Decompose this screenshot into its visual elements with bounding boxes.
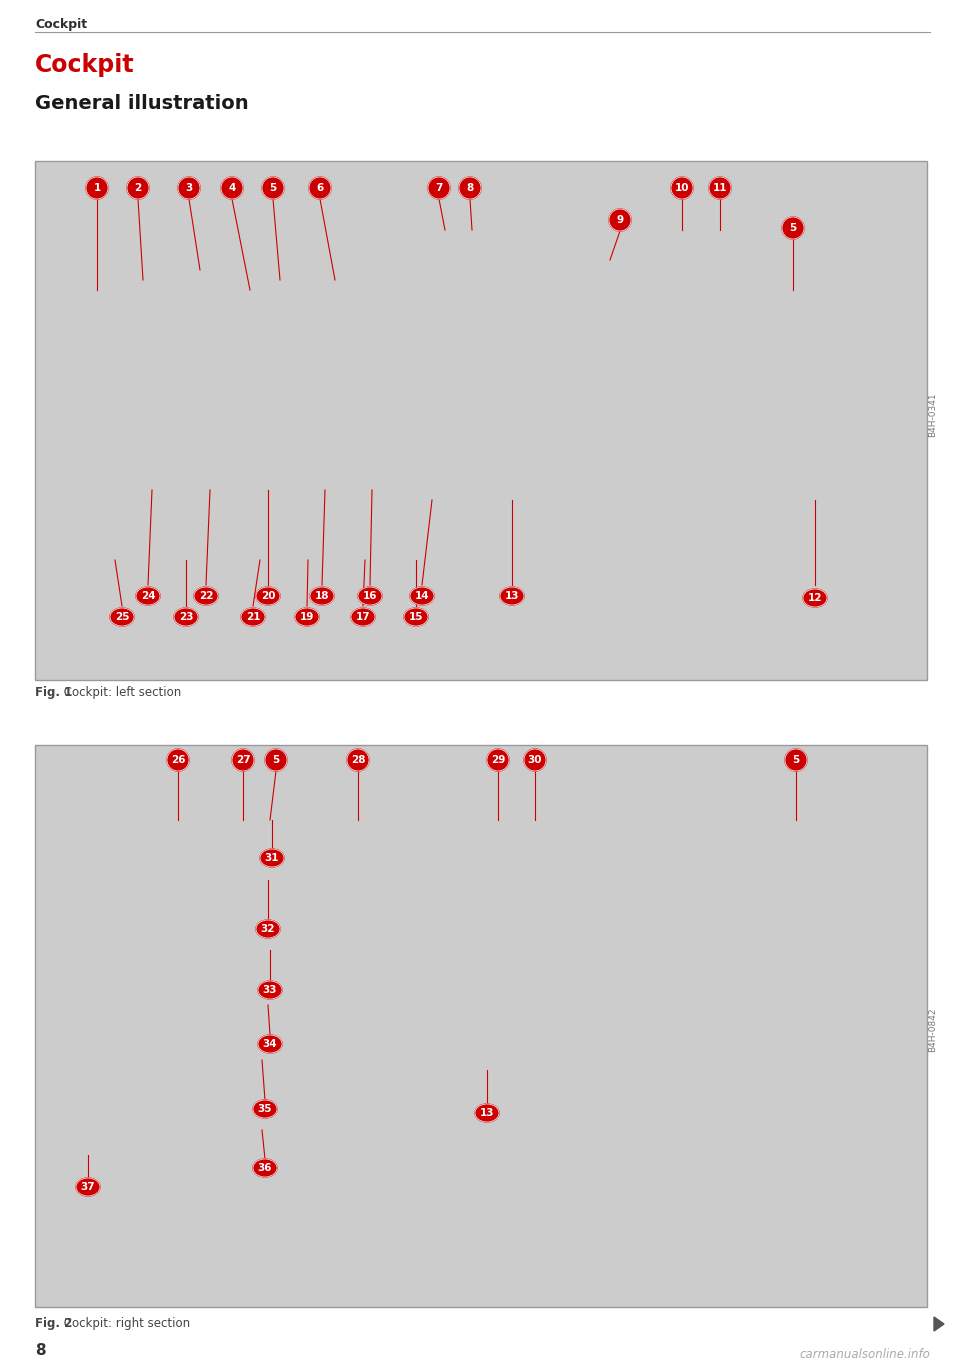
Ellipse shape — [256, 920, 280, 938]
Circle shape — [167, 749, 189, 770]
Text: 29: 29 — [491, 755, 505, 765]
Ellipse shape — [76, 1179, 100, 1196]
Ellipse shape — [194, 587, 218, 606]
Text: 16: 16 — [363, 591, 377, 602]
Circle shape — [459, 177, 481, 199]
Text: 8: 8 — [35, 1343, 46, 1358]
Circle shape — [609, 210, 631, 231]
FancyBboxPatch shape — [35, 744, 927, 1307]
Circle shape — [487, 749, 509, 770]
Text: 24: 24 — [141, 591, 156, 602]
Text: 5: 5 — [792, 755, 800, 765]
Ellipse shape — [295, 608, 319, 626]
Text: 27: 27 — [236, 755, 251, 765]
Text: 5: 5 — [273, 755, 279, 765]
Text: 12: 12 — [807, 593, 823, 603]
Ellipse shape — [500, 587, 524, 606]
Text: 26: 26 — [171, 755, 185, 765]
Text: 10: 10 — [675, 182, 689, 193]
Ellipse shape — [404, 608, 428, 626]
Ellipse shape — [803, 589, 827, 607]
Text: B4H-0842: B4H-0842 — [928, 1007, 938, 1052]
Text: 13: 13 — [480, 1108, 494, 1117]
Text: 37: 37 — [81, 1181, 95, 1192]
Text: 36: 36 — [257, 1164, 273, 1173]
Circle shape — [428, 177, 450, 199]
Text: 34: 34 — [263, 1038, 277, 1049]
Text: carmanualsonline.info: carmanualsonline.info — [799, 1347, 930, 1361]
Text: B4H-0341: B4H-0341 — [928, 393, 938, 437]
Text: 14: 14 — [415, 591, 429, 602]
Text: 19: 19 — [300, 612, 314, 622]
Text: 1: 1 — [93, 182, 101, 193]
Ellipse shape — [260, 849, 284, 867]
Text: 28: 28 — [350, 755, 365, 765]
Text: 7: 7 — [435, 182, 443, 193]
Circle shape — [671, 177, 693, 199]
Text: Cockpit: right section: Cockpit: right section — [60, 1317, 190, 1330]
Text: 11: 11 — [712, 182, 728, 193]
Text: Cockpit: Cockpit — [35, 53, 134, 78]
Circle shape — [262, 177, 284, 199]
Text: Fig. 1: Fig. 1 — [35, 686, 72, 700]
Circle shape — [347, 749, 369, 770]
Text: 22: 22 — [199, 591, 213, 602]
Text: 18: 18 — [315, 591, 329, 602]
Text: 33: 33 — [263, 985, 277, 995]
Text: 3: 3 — [185, 182, 193, 193]
Text: Cockpit: Cockpit — [35, 18, 87, 31]
Circle shape — [86, 177, 108, 199]
Circle shape — [221, 177, 243, 199]
Ellipse shape — [310, 587, 334, 606]
Ellipse shape — [253, 1160, 277, 1177]
Text: 13: 13 — [505, 591, 519, 602]
Text: 25: 25 — [115, 612, 130, 622]
Circle shape — [782, 216, 804, 240]
Circle shape — [785, 749, 807, 770]
Circle shape — [232, 749, 254, 770]
Circle shape — [309, 177, 331, 199]
Circle shape — [709, 177, 731, 199]
Circle shape — [524, 749, 546, 770]
Ellipse shape — [256, 587, 280, 606]
Text: 20: 20 — [261, 591, 276, 602]
Text: 5: 5 — [270, 182, 276, 193]
Text: 9: 9 — [616, 215, 624, 225]
Text: 17: 17 — [356, 612, 371, 622]
Text: 32: 32 — [261, 924, 276, 934]
Circle shape — [265, 749, 287, 770]
Ellipse shape — [475, 1104, 499, 1121]
Text: Cockpit: left section: Cockpit: left section — [60, 686, 181, 700]
Text: 15: 15 — [409, 612, 423, 622]
Text: 4: 4 — [228, 182, 236, 193]
Text: 2: 2 — [134, 182, 142, 193]
Ellipse shape — [358, 587, 382, 606]
Ellipse shape — [174, 608, 198, 626]
Circle shape — [178, 177, 200, 199]
Text: 6: 6 — [317, 182, 324, 193]
Ellipse shape — [110, 608, 134, 626]
Ellipse shape — [253, 1100, 277, 1117]
Text: 8: 8 — [467, 182, 473, 193]
Ellipse shape — [351, 608, 375, 626]
Text: Fig. 2: Fig. 2 — [35, 1317, 72, 1330]
Ellipse shape — [258, 1034, 282, 1053]
Text: 21: 21 — [246, 612, 260, 622]
Text: 31: 31 — [265, 853, 279, 863]
Ellipse shape — [410, 587, 434, 606]
Text: 30: 30 — [528, 755, 542, 765]
Ellipse shape — [258, 981, 282, 999]
Ellipse shape — [136, 587, 160, 606]
Text: 35: 35 — [257, 1104, 273, 1115]
Text: 5: 5 — [789, 223, 797, 233]
Circle shape — [127, 177, 149, 199]
FancyBboxPatch shape — [35, 161, 927, 680]
Text: 23: 23 — [179, 612, 193, 622]
Polygon shape — [934, 1317, 944, 1331]
Ellipse shape — [241, 608, 265, 626]
Text: General illustration: General illustration — [35, 94, 249, 113]
